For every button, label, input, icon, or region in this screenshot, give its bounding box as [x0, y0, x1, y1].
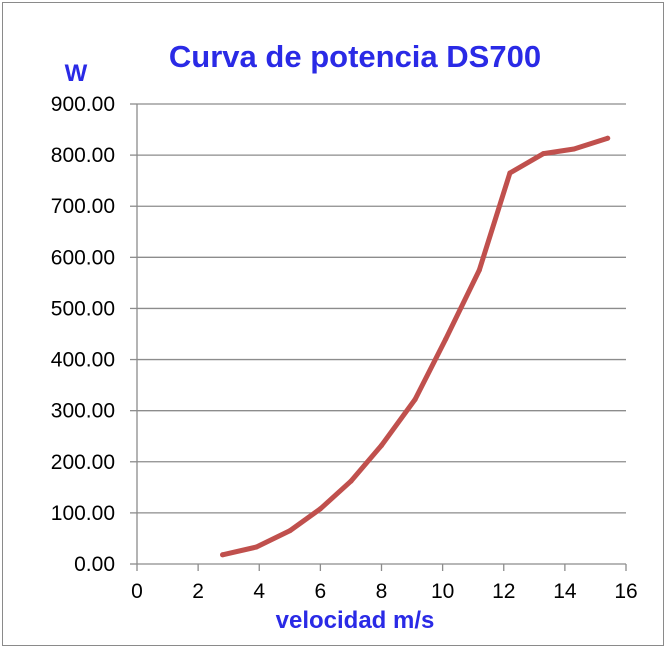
axes: [130, 103, 627, 571]
x-tick-label: 14: [553, 580, 577, 603]
y-tick-label: 800.00: [51, 144, 115, 167]
x-tick-label: 6: [315, 580, 327, 603]
chart-title: Curva de potencia DS700: [169, 39, 541, 74]
y-tick-labels: 0.00 100.00 200.00 300.00 400.00 500.00 600.00…: [51, 93, 115, 576]
x-tick-label: 0: [131, 580, 143, 603]
y-tick-label: 600.00: [51, 246, 115, 269]
data-point: [571, 146, 577, 152]
x-tick-label: 4: [253, 580, 265, 603]
chart: Curva de potencia DS700 W velocidad m/s …: [51, 39, 638, 634]
x-tick-label: 16: [614, 580, 637, 603]
data-point: [220, 552, 226, 558]
series-line-0: [220, 135, 611, 558]
gridlines: [137, 103, 626, 514]
series-layer: [220, 135, 611, 558]
x-axis-label: velocidad m/s: [276, 607, 435, 634]
data-point: [476, 267, 482, 273]
x-tick-labels: 0 2 4 6 8 10 12 14 16: [131, 580, 638, 603]
y-tick-label: 0.00: [74, 553, 115, 576]
x-tick-label: 2: [192, 580, 204, 603]
y-tick-label: 900.00: [51, 93, 115, 116]
y-tick-label: 700.00: [51, 195, 115, 218]
data-point: [605, 135, 611, 141]
data-point: [253, 544, 259, 550]
x-tick-label: 12: [492, 580, 515, 603]
data-point: [540, 151, 546, 157]
data-point: [507, 170, 513, 176]
data-point: [317, 506, 323, 512]
y-axis-label: W: [65, 60, 88, 87]
x-tick-label: 10: [431, 580, 454, 603]
y-tick-label: 200.00: [51, 451, 115, 474]
data-point: [443, 336, 449, 342]
data-point: [412, 396, 418, 402]
data-point: [287, 528, 293, 534]
y-tick-label: 300.00: [51, 400, 115, 423]
y-tick-label: 400.00: [51, 349, 115, 372]
data-point: [379, 442, 384, 448]
y-tick-label: 100.00: [51, 502, 115, 525]
y-tick-label: 500.00: [51, 297, 115, 320]
x-tick-label: 8: [376, 580, 388, 603]
data-point: [348, 478, 354, 484]
